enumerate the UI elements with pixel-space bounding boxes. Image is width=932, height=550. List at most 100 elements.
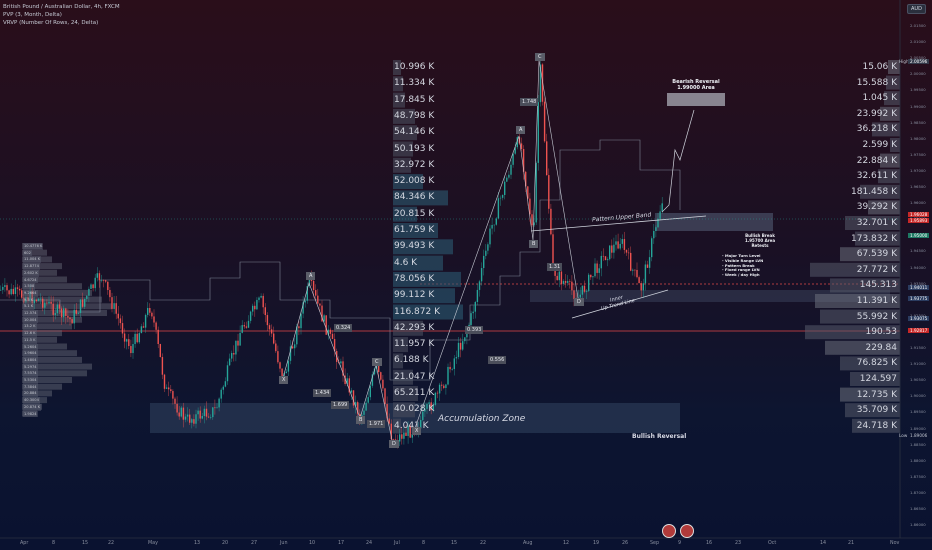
mid-volume-label: 61.759 K xyxy=(394,225,435,235)
candle-body xyxy=(94,277,96,289)
candle-body xyxy=(378,360,380,373)
vrvp-left-bar xyxy=(22,370,87,377)
candle-body xyxy=(63,308,65,318)
high-label: High xyxy=(899,59,909,64)
price-axis-label: 1.90500 xyxy=(910,377,926,383)
candle-body xyxy=(212,407,214,418)
candle-body xyxy=(172,391,174,399)
candle-body xyxy=(476,289,479,302)
candle-body xyxy=(75,309,77,314)
left-volume-label: 2.602 K xyxy=(23,269,39,277)
candle-body xyxy=(464,337,466,342)
time-axis-label: 12 xyxy=(563,541,570,546)
candle-body xyxy=(27,296,29,301)
candle-body xyxy=(231,353,233,359)
candle-body xyxy=(77,313,80,314)
price-axis-label: 1.86500 xyxy=(910,506,926,511)
candle-body xyxy=(191,419,193,423)
candle-body xyxy=(562,281,565,284)
time-axis-label: 23 xyxy=(735,541,742,546)
vrvp-left-bar xyxy=(22,276,67,283)
price-axis-label: 1.96000 xyxy=(910,200,926,206)
time-axis-label: Oct xyxy=(768,541,777,546)
candle-body xyxy=(537,102,539,163)
candle-body xyxy=(588,274,590,291)
candle-body xyxy=(434,392,437,405)
candle-body xyxy=(312,280,315,291)
wave-label-c-right: C xyxy=(535,53,545,61)
candlesticks xyxy=(0,61,663,449)
vrvp-mid-bar xyxy=(393,402,415,418)
wave-label-a-right: A xyxy=(516,126,526,134)
right-volume-label: 15.06 K xyxy=(862,62,897,72)
right-volume-label: 145.313 xyxy=(859,280,897,291)
vrvp-right-bar xyxy=(868,200,900,215)
candle-body xyxy=(155,322,157,330)
candle-body xyxy=(39,298,42,300)
event-icon-1[interactable] xyxy=(662,524,676,538)
price-axis-label: 1.97000 xyxy=(910,167,926,173)
candle-body xyxy=(92,284,94,289)
vrvp-left-bar xyxy=(22,303,112,310)
mid-volume-label: 84.346 K xyxy=(394,192,435,203)
candle-body xyxy=(644,264,647,284)
vrvp-right-bar xyxy=(805,325,900,340)
time-axis[interactable]: Apr 8 15 22 May 13 20 27 Jun 10 17 24 Jul 8 15 22 Aug 12 1… xyxy=(0,538,900,550)
candle-body xyxy=(277,351,279,363)
mid-volume-label: 48.798 K xyxy=(394,110,435,121)
price-axis-label: 1.92500 xyxy=(910,313,926,318)
candle-body xyxy=(533,222,535,226)
time-axis-label: Aug xyxy=(523,541,533,546)
candle-body xyxy=(573,290,575,300)
vrvp-right-bar xyxy=(860,184,900,199)
candle-body xyxy=(483,255,485,269)
candle-body xyxy=(84,298,86,307)
candle-body xyxy=(489,228,491,245)
candle-body xyxy=(52,303,54,315)
vrvp-left-bar xyxy=(22,350,77,357)
candle-body xyxy=(186,414,189,417)
inner-up-trendline xyxy=(571,289,669,319)
candle-body xyxy=(201,416,203,419)
candle-body xyxy=(451,369,453,370)
mid-volume-label: 42.293 K xyxy=(394,322,435,333)
candle-body xyxy=(222,386,224,390)
candle-body xyxy=(31,291,33,304)
candle-body xyxy=(655,227,657,232)
candle-body xyxy=(113,303,115,309)
candle-body xyxy=(619,243,621,249)
wave-label-x-left: X xyxy=(279,376,289,384)
candle-body xyxy=(220,389,222,399)
candle-body xyxy=(487,244,489,251)
time-axis-label: 22 xyxy=(108,541,115,546)
mid-volume-label: 4.041 K xyxy=(394,420,429,431)
left-volume-label: 4.6724 xyxy=(23,276,38,284)
candle-body xyxy=(642,283,644,291)
projection-path xyxy=(661,109,695,213)
vrvp-mid-bar xyxy=(393,386,418,401)
ratio-1971: 1.971 xyxy=(367,420,386,428)
candle-body xyxy=(262,295,264,308)
indicator-vrvp[interactable]: VRVP (Number Of Rows, 24, Delta) xyxy=(3,20,99,26)
indicator-pvp[interactable]: PVP (3, Month, Delta) xyxy=(3,12,62,18)
candle-body xyxy=(46,302,48,304)
vrvp-left-bar xyxy=(22,343,67,350)
major-turn-note: - Major Turn Level - Visible Range LVN -… xyxy=(722,253,764,278)
candle-body xyxy=(651,238,653,258)
left-volume-label: 20.884 xyxy=(23,390,38,398)
candle-body xyxy=(138,333,140,343)
candle-body xyxy=(111,297,113,309)
candle-body xyxy=(12,288,14,294)
candle-body xyxy=(182,407,185,420)
candle-body xyxy=(462,341,464,350)
vrvp-mid-bar xyxy=(393,141,413,157)
vrvp-left-bar xyxy=(22,256,52,263)
symbol-title[interactable]: British Pound / Australian Dollar, 4h, F… xyxy=(3,4,120,10)
candle-body xyxy=(480,268,483,282)
price-axis[interactable]: 2.01500 2.01000 2.00500 2.00000 1.99500 1.990… xyxy=(900,0,932,538)
time-axis-label: 17 xyxy=(338,541,345,546)
event-icon-2[interactable] xyxy=(680,524,694,538)
currency-badge[interactable]: AUD xyxy=(907,4,926,14)
candle-body xyxy=(474,301,476,312)
